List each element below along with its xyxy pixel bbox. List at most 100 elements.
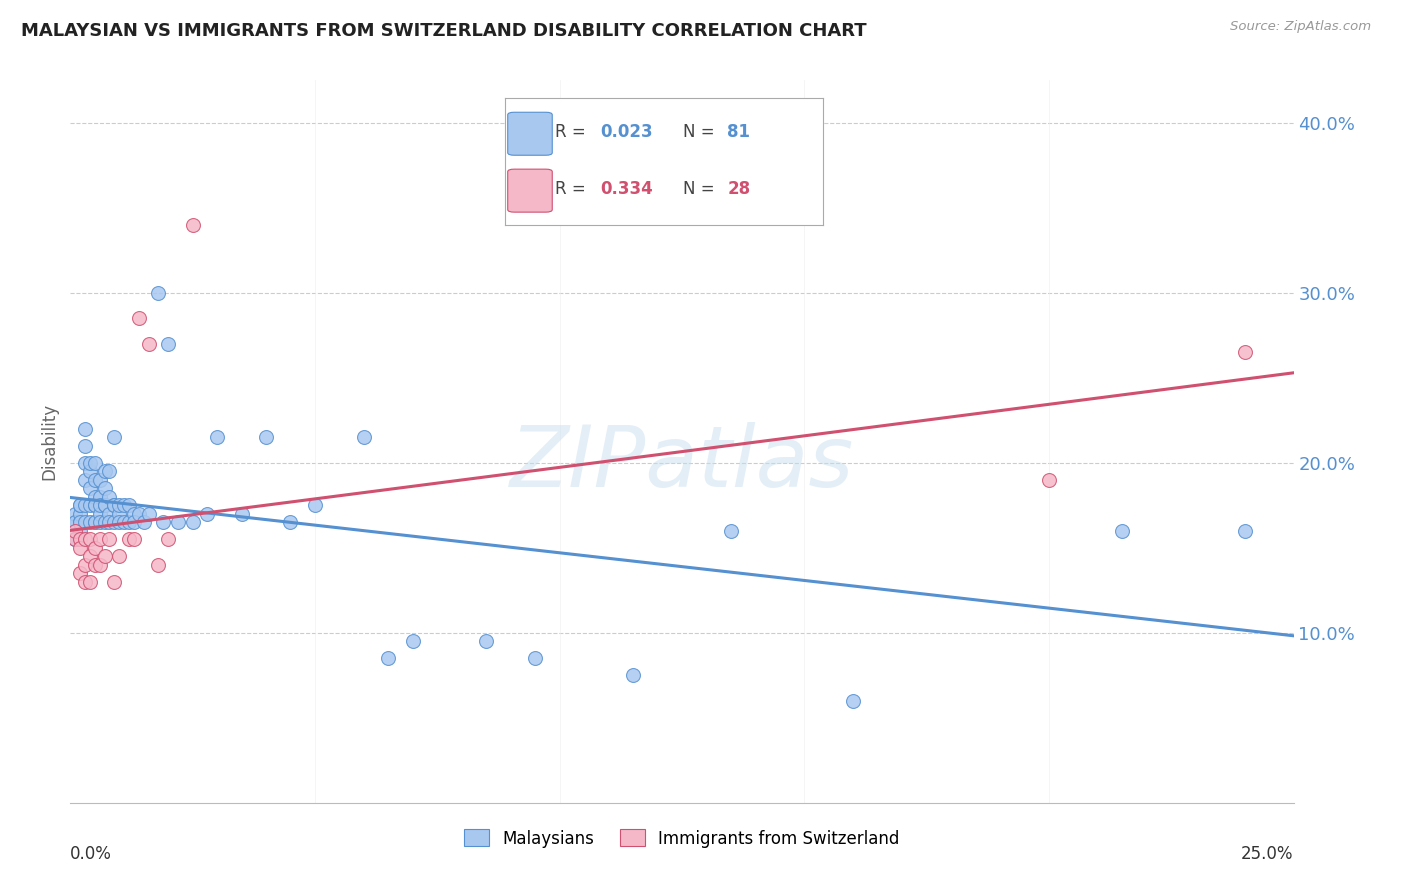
Point <box>73 516 96 530</box>
Point <box>69 507 91 521</box>
Point <box>79 516 101 530</box>
Point <box>475 634 498 648</box>
Point <box>138 507 160 521</box>
Point <box>73 498 96 512</box>
Point <box>181 218 204 232</box>
Point <box>108 549 131 564</box>
Point <box>118 516 141 530</box>
Point <box>79 533 101 547</box>
Point <box>842 694 865 708</box>
Point <box>621 668 644 682</box>
Point <box>148 285 170 300</box>
Point <box>83 473 105 487</box>
Text: MALAYSIAN VS IMMIGRANTS FROM SWITZERLAND DISABILITY CORRELATION CHART: MALAYSIAN VS IMMIGRANTS FROM SWITZERLAND… <box>21 22 866 40</box>
Point <box>108 516 131 530</box>
Point <box>83 490 105 504</box>
Point <box>69 533 91 547</box>
Point <box>122 507 145 521</box>
Point <box>103 498 125 512</box>
Point <box>118 533 141 547</box>
Point <box>69 516 91 530</box>
Point <box>93 516 115 530</box>
Point <box>98 516 121 530</box>
Point <box>254 430 277 444</box>
Point <box>304 498 326 512</box>
Point <box>79 549 101 564</box>
Point <box>112 516 135 530</box>
Point <box>152 516 174 530</box>
Point <box>280 516 302 530</box>
Point <box>83 516 105 530</box>
Point <box>108 498 131 512</box>
Point <box>69 498 91 512</box>
Point <box>83 541 105 555</box>
Point <box>112 498 135 512</box>
Point <box>73 439 96 453</box>
Point <box>195 507 218 521</box>
Point <box>128 311 150 326</box>
Point <box>1233 345 1256 359</box>
Point <box>377 651 399 665</box>
Point <box>1038 473 1060 487</box>
Point <box>93 498 115 512</box>
Point <box>720 524 742 538</box>
Point <box>79 574 101 589</box>
Point <box>63 516 86 530</box>
Point <box>79 464 101 478</box>
Point <box>89 473 111 487</box>
Point <box>69 533 91 547</box>
Y-axis label: Disability: Disability <box>41 403 59 480</box>
Point <box>83 558 105 572</box>
Point <box>69 516 91 530</box>
Point <box>103 516 125 530</box>
Point <box>63 507 86 521</box>
Point <box>108 507 131 521</box>
Point <box>63 533 86 547</box>
Point <box>167 516 190 530</box>
Point <box>89 490 111 504</box>
Point <box>148 558 170 572</box>
Point <box>89 558 111 572</box>
Point <box>89 498 111 512</box>
Legend: Malaysians, Immigrants from Switzerland: Malaysians, Immigrants from Switzerland <box>456 821 908 856</box>
Point <box>93 481 115 495</box>
Point <box>83 456 105 470</box>
Point <box>69 524 91 538</box>
Text: Source: ZipAtlas.com: Source: ZipAtlas.com <box>1230 20 1371 33</box>
Point <box>138 336 160 351</box>
Point <box>63 533 86 547</box>
Point <box>79 456 101 470</box>
Point <box>103 574 125 589</box>
Point <box>103 498 125 512</box>
Point <box>73 473 96 487</box>
Point <box>89 516 111 530</box>
Point <box>122 516 145 530</box>
Point <box>79 498 101 512</box>
Point <box>98 464 121 478</box>
Point <box>205 430 228 444</box>
Point <box>353 430 375 444</box>
Point <box>118 498 141 512</box>
Point <box>157 336 180 351</box>
Point <box>157 533 180 547</box>
Text: 0.0%: 0.0% <box>70 846 112 863</box>
Point <box>83 498 105 512</box>
Point <box>128 507 150 521</box>
Point <box>73 422 96 436</box>
Point <box>402 634 425 648</box>
Point <box>69 541 91 555</box>
Point <box>93 498 115 512</box>
Point <box>73 533 96 547</box>
Point <box>63 533 86 547</box>
Point <box>1233 524 1256 538</box>
Text: 25.0%: 25.0% <box>1241 846 1294 863</box>
Point <box>1111 524 1133 538</box>
Point <box>83 516 105 530</box>
Point <box>181 516 204 530</box>
Point <box>103 430 125 444</box>
Point <box>98 533 121 547</box>
Point <box>122 533 145 547</box>
Point <box>231 507 253 521</box>
Point <box>79 481 101 495</box>
Point <box>98 507 121 521</box>
